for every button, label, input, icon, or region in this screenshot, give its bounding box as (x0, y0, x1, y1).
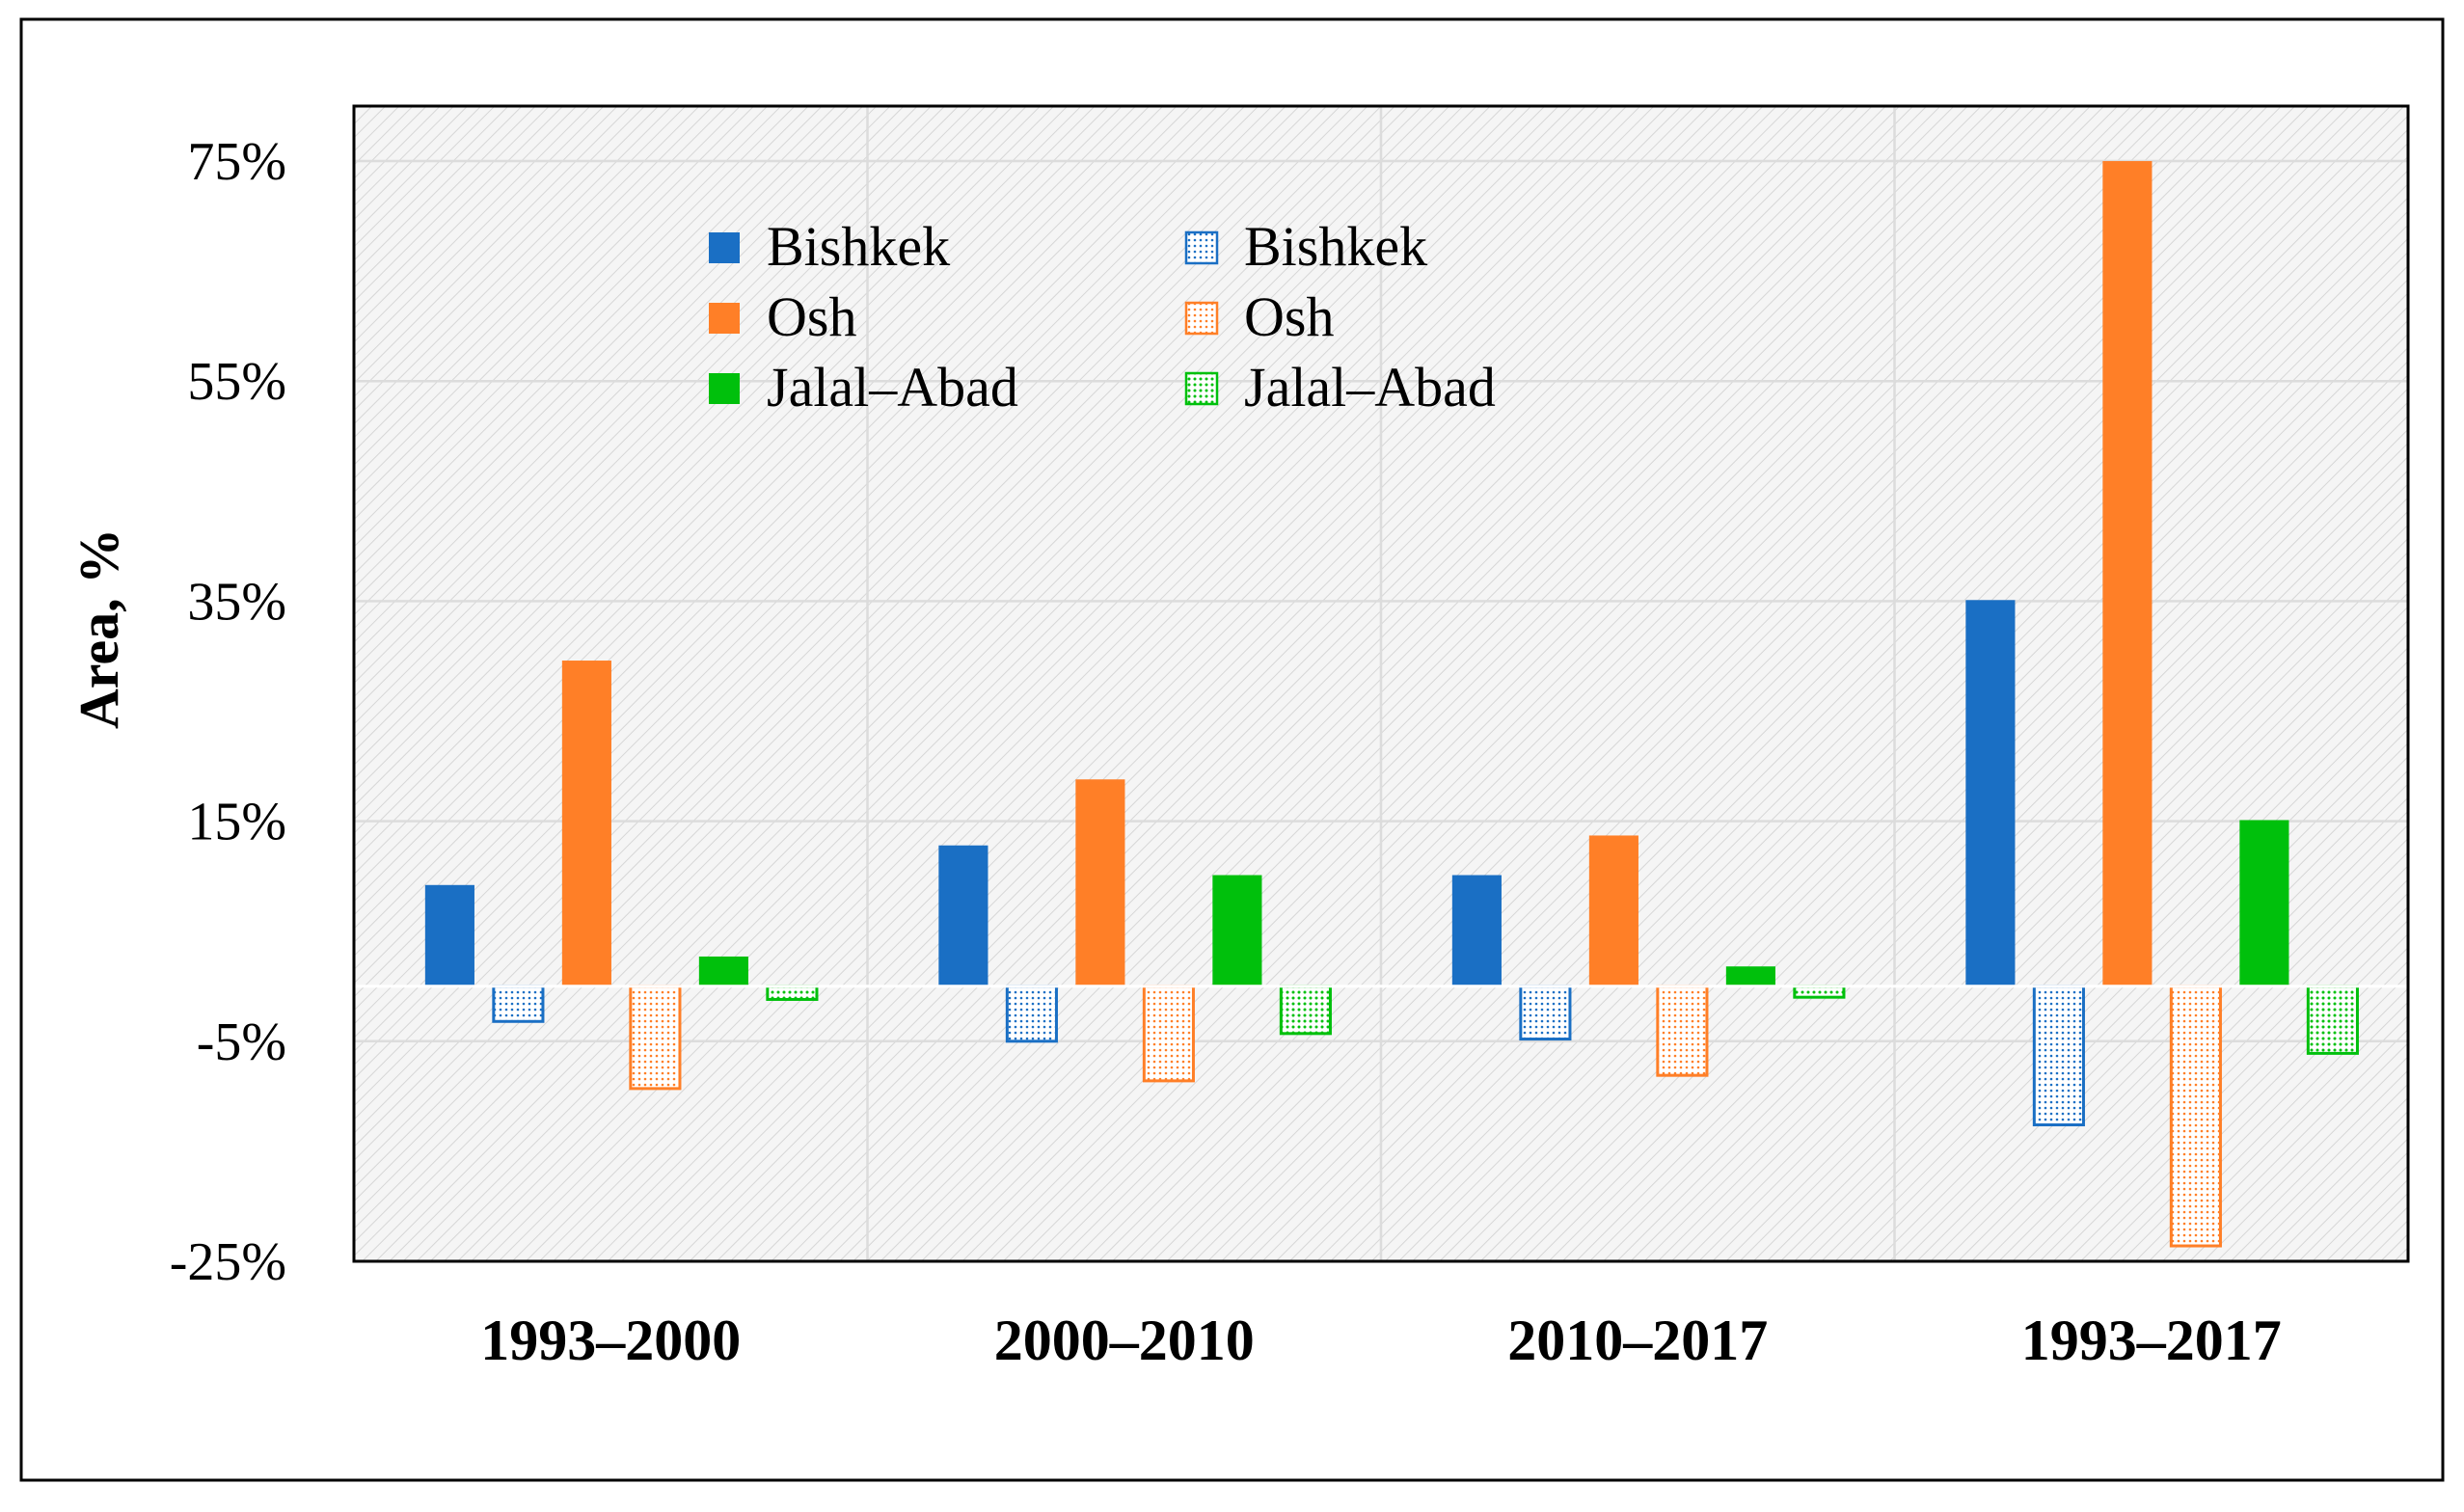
bar-jalal-abad-hatched (1279, 985, 1332, 1036)
bar-jalal-abad-solid (1725, 966, 1775, 986)
bar-jalal-abad-solid (1212, 875, 1262, 986)
bar-bishkek-solid (938, 845, 988, 986)
bar-osh-solid (2102, 161, 2153, 986)
x-tick-label: 2010–2017 (1507, 1309, 1768, 1372)
legend-label: Osh (767, 285, 856, 348)
bar-osh-solid (1075, 779, 1125, 986)
x-tick-label: 1993–2017 (2021, 1309, 2282, 1372)
bar-bishkek-hatched (492, 985, 545, 1023)
bars (424, 161, 2359, 1248)
bar-bishkek-hatched (1519, 985, 1572, 1041)
legend-label: Osh (1244, 285, 1334, 348)
legend-label: Bishkek (1244, 215, 1427, 278)
bar-bishkek-hatched (2032, 985, 2085, 1127)
y-tick-label: 75% (187, 132, 286, 192)
bar-jalal-abad-hatched (766, 985, 819, 1001)
legend-swatch (1184, 301, 1219, 336)
legend-swatch (709, 303, 740, 334)
x-tick-label: 1993–2000 (480, 1309, 741, 1372)
legend-label: Bishkek (767, 215, 950, 278)
bar-osh-hatched (2169, 985, 2222, 1248)
bar-osh-solid (561, 661, 611, 986)
y-tick-labels: 75% 55% 35% 15% -5% -25% (170, 132, 286, 1292)
legend: Bishkek Bishkek Osh Osh Jalal–Abad Jalal–Abad (709, 215, 1496, 418)
bar-osh-hatched (629, 985, 682, 1091)
legend-swatch (709, 232, 740, 263)
y-tick-label: 35% (187, 572, 286, 632)
legend-swatch (709, 373, 740, 404)
bar-osh-solid (1588, 835, 1638, 986)
y-tick-label: -25% (170, 1232, 286, 1292)
bar-bishkek-solid (424, 884, 474, 986)
y-tick-label: -5% (197, 1012, 286, 1072)
gridlines (354, 106, 2408, 1261)
bar-jalal-abad-solid (2239, 820, 2289, 986)
bar-jalal-abad-solid (698, 956, 748, 986)
bar-bishkek-solid (1965, 600, 2016, 986)
bar-jalal-abad-hatched (2306, 985, 2359, 1055)
bar-jalal-abad-hatched (1793, 985, 1846, 999)
legend-swatch (1184, 371, 1219, 406)
bar-osh-hatched (1656, 985, 1709, 1077)
y-axis-label: Area, % (68, 528, 130, 729)
y-tick-label: 15% (187, 793, 286, 852)
legend-label: Jalal–Abad (767, 356, 1018, 418)
legend-label: Jalal–Abad (1244, 356, 1496, 418)
x-tick-labels: 1993–2000 2000–2010 2010–2017 1993–2017 (480, 1309, 2282, 1372)
x-tick-label: 2000–2010 (994, 1309, 1255, 1372)
legend-swatch (1184, 230, 1219, 265)
bar-bishkek-solid (1451, 875, 1502, 986)
plot-area-border (352, 104, 2410, 1263)
bar-osh-hatched (1142, 985, 1195, 1083)
y-tick-label: 55% (187, 352, 286, 412)
bar-bishkek-hatched (1005, 985, 1058, 1043)
